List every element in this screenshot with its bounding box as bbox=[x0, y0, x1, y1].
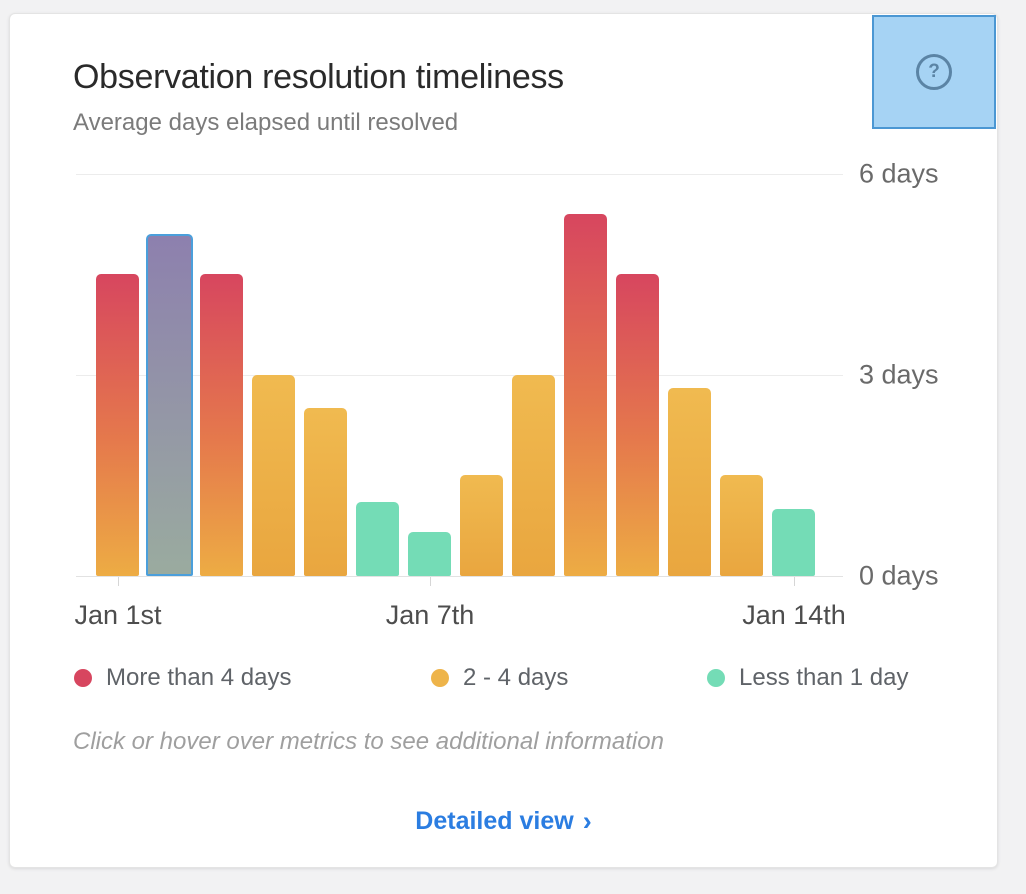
chart-legend: More than 4 days 2 - 4 days Less than 1 da… bbox=[10, 664, 997, 692]
bar-jan-1[interactable] bbox=[96, 274, 139, 576]
bar-jan-13[interactable] bbox=[720, 475, 763, 576]
bar-jan-12[interactable] bbox=[668, 388, 711, 576]
detailed-view-row: Detailed view › bbox=[10, 807, 997, 836]
legend-label: Less than 1 day bbox=[739, 664, 909, 691]
page-subtitle: Average days elapsed until resolved bbox=[73, 109, 459, 136]
chart-plot-area: 6 days 3 days 0 days Jan 1st Jan 7th Jan 14th bbox=[74, 159, 938, 631]
bar-jan-3[interactable] bbox=[200, 274, 243, 576]
help-button[interactable]: ? bbox=[872, 15, 996, 129]
bar-jan-6[interactable] bbox=[356, 502, 399, 576]
x-axis-tick bbox=[794, 576, 795, 586]
detailed-view-label: Detailed view bbox=[415, 807, 574, 835]
legend-item: 2 - 4 days bbox=[431, 664, 568, 692]
bar-jan-7[interactable] bbox=[408, 532, 451, 576]
legend-label: More than 4 days bbox=[106, 664, 292, 691]
bar-jan-5[interactable] bbox=[304, 408, 347, 576]
legend-item: More than 4 days bbox=[74, 664, 291, 692]
gridline-0-days bbox=[76, 576, 843, 577]
bar-jan-10[interactable] bbox=[564, 214, 607, 576]
chevron-right-icon: › bbox=[582, 806, 592, 836]
bar-jan-8[interactable] bbox=[460, 475, 503, 576]
x-axis-label: Jan 1st bbox=[74, 600, 162, 630]
hint-text: Click or hover over metrics to see addit… bbox=[73, 728, 664, 755]
y-axis-label: 3 days bbox=[859, 359, 939, 390]
legend-dot-icon bbox=[707, 669, 725, 687]
y-axis-label: 0 days bbox=[859, 560, 939, 591]
gridline-3-days bbox=[76, 375, 843, 376]
detailed-view-link[interactable]: Detailed view › bbox=[415, 807, 591, 836]
question-mark-icon: ? bbox=[916, 54, 952, 90]
legend-label: 2 - 4 days bbox=[463, 664, 569, 691]
legend-item: Less than 1 day bbox=[707, 664, 908, 692]
legend-dot-icon bbox=[431, 669, 449, 687]
gridline-6-days bbox=[76, 174, 843, 175]
legend-dot-icon bbox=[74, 669, 92, 687]
chart-card: Observation resolution timeliness Averag… bbox=[9, 13, 998, 868]
bar-jan-4[interactable] bbox=[252, 375, 295, 576]
x-axis-tick bbox=[430, 576, 431, 586]
page-title: Observation resolution timeliness bbox=[73, 58, 564, 96]
y-axis-label: 6 days bbox=[859, 158, 939, 189]
bar-jan-11[interactable] bbox=[616, 274, 659, 576]
x-axis-tick bbox=[118, 576, 119, 586]
bar-jan-2[interactable] bbox=[146, 234, 193, 576]
x-axis-label: Jan 7th bbox=[385, 600, 475, 630]
bar-jan-9[interactable] bbox=[512, 375, 555, 576]
x-axis-label: Jan 14th bbox=[742, 600, 846, 630]
bar-jan-14[interactable] bbox=[772, 509, 815, 576]
